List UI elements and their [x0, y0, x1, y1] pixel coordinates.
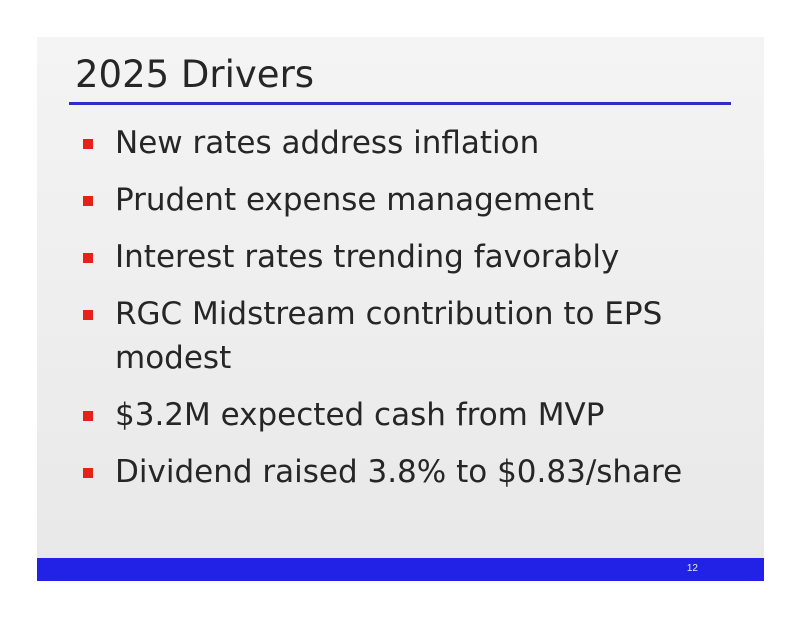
slide: 2025 Drivers New rates address inflation…	[37, 37, 764, 581]
red-square-bullet-icon	[83, 139, 93, 149]
red-square-bullet-icon	[83, 310, 93, 320]
bullet-text: New rates address inflation	[115, 125, 540, 161]
bullet-item-interest-rates: Interest rates trending favorably	[82, 235, 732, 279]
bullet-item-rgc-midstream: RGC Midstream contribution to EPS modest	[82, 292, 732, 380]
red-square-bullet-icon	[83, 196, 93, 206]
bullet-item-mvp-cash: $3.2M expected cash from MVP	[82, 393, 732, 437]
footer-bar: 12	[37, 558, 764, 581]
page-number: 12	[686, 563, 698, 574]
slide-title: 2025 Drivers	[75, 53, 315, 96]
bullet-list: New rates address inflation Prudent expe…	[82, 121, 732, 507]
bullet-text: RGC Midstream contribution to EPS modest	[115, 296, 663, 376]
bullet-text: $3.2M expected cash from MVP	[115, 397, 605, 433]
red-square-bullet-icon	[83, 411, 93, 421]
title-underline	[69, 102, 731, 105]
bullet-item-dividend: Dividend raised 3.8% to $0.83/share	[82, 450, 732, 494]
red-square-bullet-icon	[83, 468, 93, 478]
bullet-item-expense-management: Prudent expense management	[82, 178, 732, 222]
bullet-text: Interest rates trending favorably	[115, 239, 620, 275]
bullet-item-new-rates: New rates address inflation	[82, 121, 732, 165]
bullet-text: Prudent expense management	[115, 182, 594, 218]
bullet-text: Dividend raised 3.8% to $0.83/share	[115, 454, 683, 490]
red-square-bullet-icon	[83, 253, 93, 263]
